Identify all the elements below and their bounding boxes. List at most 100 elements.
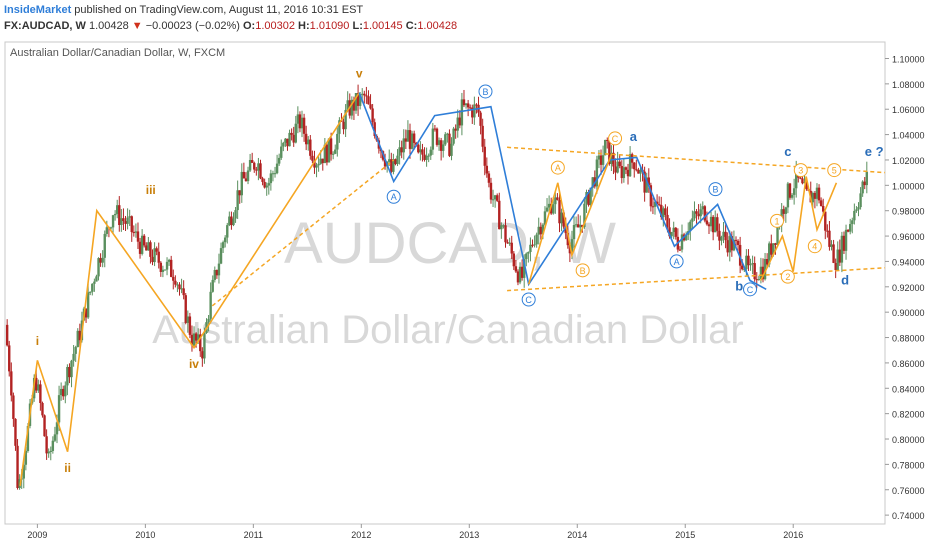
candle-body	[157, 251, 160, 263]
y-tick-label: 0.78000	[892, 460, 925, 470]
candle-body	[226, 225, 229, 238]
candle-body	[452, 128, 455, 144]
candle-body	[699, 209, 702, 217]
candle-body	[240, 171, 243, 196]
candle-body	[176, 284, 179, 286]
x-tick-label: 2012	[351, 530, 371, 540]
candle-body	[655, 201, 659, 205]
candle-body	[134, 231, 138, 233]
candle-body	[606, 139, 609, 141]
wave-line-orange-impulse	[19, 92, 360, 487]
candle-body	[516, 271, 520, 283]
candle-body	[421, 149, 424, 155]
candle-body	[666, 214, 669, 228]
candle-body	[267, 183, 270, 186]
y-tick-label: 0.86000	[892, 359, 925, 369]
candle-body	[828, 230, 831, 247]
candle-body	[255, 169, 258, 171]
wave-circle-label: 1	[775, 216, 780, 226]
candle-body	[132, 232, 136, 234]
wave-label: e ?	[865, 144, 884, 159]
y-tick-label: 0.76000	[892, 486, 925, 496]
candle-body	[70, 360, 73, 378]
candle-body	[672, 227, 675, 232]
candle-body	[41, 403, 44, 416]
candle-body	[618, 161, 621, 167]
candle-body	[361, 93, 364, 95]
candle-body	[819, 200, 823, 206]
candle-body	[294, 123, 297, 143]
wave-circle-marker	[827, 163, 842, 178]
candle-body	[703, 206, 707, 221]
price-chart[interactable]: Australian Dollar/Canadian Dollar, W, FX…	[0, 38, 932, 550]
y-tick-label: 1.10000	[892, 54, 925, 64]
candle-body	[782, 209, 785, 214]
candle-body	[180, 288, 183, 290]
candle-body	[76, 330, 79, 348]
candle-body	[844, 229, 848, 251]
wave-lines-layer	[19, 92, 886, 487]
candle-body	[427, 155, 430, 157]
wave-circle-label: 4	[812, 242, 817, 252]
candle-body	[253, 162, 256, 170]
candle-body	[462, 99, 466, 106]
candle-body	[140, 235, 144, 254]
candle-body	[228, 216, 231, 226]
candle-body	[43, 415, 46, 437]
candle-body	[59, 388, 63, 396]
y-tick-label: 1.06000	[892, 105, 925, 115]
candle-body	[45, 436, 48, 454]
candle-body	[799, 177, 802, 179]
candle-body	[595, 159, 599, 187]
candle-body	[221, 242, 225, 249]
candle-body	[334, 149, 337, 154]
candle-body	[116, 205, 119, 214]
candle-body	[749, 264, 752, 266]
candle-body	[292, 134, 295, 143]
candle-body	[508, 242, 511, 244]
candle-body	[464, 103, 468, 106]
candle-body	[668, 227, 671, 237]
candle-body	[16, 445, 19, 488]
candle-body	[608, 140, 611, 164]
candle-body	[865, 171, 869, 186]
candle-body	[57, 395, 61, 423]
candle-body	[832, 244, 835, 263]
candle-body	[130, 216, 133, 233]
candle-body	[736, 240, 740, 245]
candle-body	[722, 231, 725, 237]
candle-body	[365, 95, 368, 97]
candle-body	[502, 225, 505, 227]
candle-body	[433, 128, 437, 130]
candle-body	[811, 192, 815, 203]
candle-body	[589, 187, 592, 206]
candle-body	[770, 243, 773, 255]
candle-body	[768, 243, 771, 265]
candle-body	[435, 128, 439, 145]
candle-body	[188, 316, 192, 335]
candle-body	[660, 204, 663, 218]
candle-body	[460, 99, 464, 126]
candle-body	[199, 334, 202, 352]
candle-body	[855, 209, 858, 211]
candle-body	[701, 206, 704, 210]
candle-body	[145, 245, 148, 251]
candle-body	[302, 117, 306, 134]
candle-body	[14, 418, 17, 446]
candle-body	[525, 253, 528, 260]
wave-circle-label: 2	[785, 272, 790, 282]
candle-body	[483, 146, 486, 166]
candle-body	[761, 266, 765, 280]
candle-body	[396, 155, 399, 165]
candle-body	[653, 201, 657, 207]
candle-body	[296, 114, 300, 124]
wave-label: b	[735, 279, 743, 294]
candle-body	[128, 216, 131, 218]
candle-body	[209, 291, 212, 319]
wave-label: c	[784, 144, 791, 159]
candle-body	[10, 371, 13, 396]
candle-body	[290, 132, 293, 135]
author-link[interactable]: InsideMarket	[4, 4, 72, 16]
candle-body	[689, 221, 692, 232]
wave-label: ii	[64, 461, 71, 475]
